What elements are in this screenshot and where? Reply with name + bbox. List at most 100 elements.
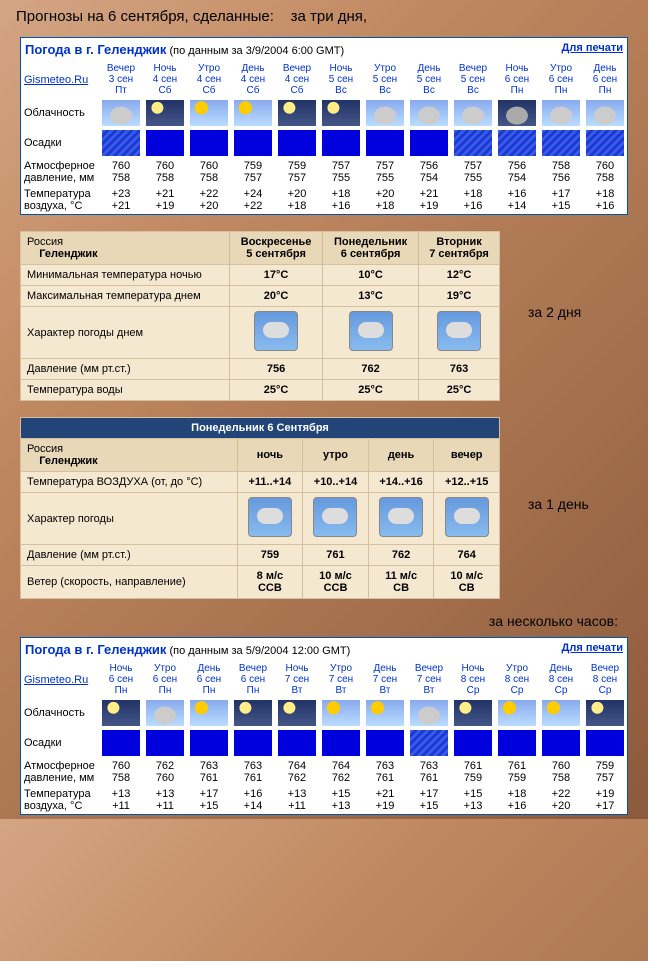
precip-icon	[190, 130, 228, 156]
cloud-icon	[366, 100, 404, 126]
print-link[interactable]: Для печати	[562, 42, 623, 54]
temp-cell: +20+18	[275, 186, 319, 215]
pressure-cell: 759757	[583, 758, 628, 786]
cloud-icon	[190, 100, 228, 126]
gm2-cloud-row: Облачность	[21, 698, 628, 728]
f2-col1: Понедельник6 сентября	[323, 232, 419, 265]
gm2-pressure-row: Атмосферное давление, мм7607587627607637…	[21, 758, 628, 786]
weather-icon	[313, 497, 357, 537]
precip-icon	[322, 130, 360, 156]
col-head: Ночь6 сенПн	[495, 61, 539, 98]
cloud-icon	[410, 700, 448, 726]
temp-cell: +24+22	[231, 186, 275, 215]
cloud-icon	[586, 700, 624, 726]
cloud-icon	[366, 700, 404, 726]
gm2-temp-row: Температура воздуха, °С+13+11+13+11+17+1…	[21, 786, 628, 815]
page-header: Прогнозы на 6 сентября, сделанные: за тр…	[0, 0, 648, 33]
precip-icon	[146, 130, 184, 156]
precip-icon	[278, 730, 316, 756]
temp-cell: +13+11	[275, 786, 319, 815]
header-suffix: за три дня,	[291, 8, 367, 25]
gm1-pressure-row: Атмосферное давление, мм7607587607587607…	[21, 158, 628, 186]
gm2-precip-row: Осадки	[21, 728, 628, 758]
temp-cell: +18+16	[451, 186, 495, 215]
pressure-cell: 759757	[231, 158, 275, 186]
pressure-cell: 763761	[407, 758, 451, 786]
col-head: Вечер8 сенСр	[583, 661, 628, 698]
col-head: Вечер4 сенСб	[275, 61, 319, 98]
f2-loc: Россия Геленджик	[21, 232, 230, 265]
pressure-cell: 761759	[451, 758, 495, 786]
temp-cell: +22+20	[187, 186, 231, 215]
gm1-cloud-row: Облачность	[21, 98, 628, 128]
pressure-cell: 759757	[275, 158, 319, 186]
col-head: День4 сенСб	[231, 61, 275, 98]
temp-cell: +13+11	[99, 786, 143, 815]
col-head: Утро7 сенВт	[319, 661, 363, 698]
forecast3-table: Понедельник 6 Сентября Россия Геленджик …	[20, 417, 500, 599]
precip-icon	[366, 730, 404, 756]
print-link[interactable]: Для печати	[562, 642, 623, 654]
precip-icon	[234, 730, 272, 756]
col-head: Утро6 сенПн	[143, 661, 187, 698]
precip-icon	[366, 130, 404, 156]
f3-loc: Россия Геленджик	[21, 439, 238, 472]
cloud-icon	[278, 100, 316, 126]
precip-icon	[410, 130, 448, 156]
col-head: День5 сенВс	[407, 61, 451, 98]
temp-cell: +15+13	[451, 786, 495, 815]
cloud-icon	[278, 700, 316, 726]
col-head: Вечер6 сенПн	[231, 661, 275, 698]
header-text: Прогнозы на 6 сентября, сделанные:	[16, 8, 274, 25]
col-head: Ночь7 сенВт	[275, 661, 319, 698]
f2-col2: Вторник7 сентября	[419, 232, 500, 265]
pressure-cell: 763761	[231, 758, 275, 786]
weather-icon	[254, 311, 298, 351]
temp-cell: +16+14	[495, 186, 539, 215]
col-head: Ночь6 сенПн	[99, 661, 143, 698]
pressure-cell: 757755	[451, 158, 495, 186]
precip-icon	[586, 130, 624, 156]
col-head: Ночь8 сенСр	[451, 661, 495, 698]
label-2days: за 2 дня	[520, 304, 581, 320]
cloud-icon	[146, 100, 184, 126]
pressure-cell: 760758	[539, 758, 583, 786]
cloud-icon	[542, 100, 580, 126]
cloud-icon	[454, 100, 492, 126]
cloud-icon	[454, 700, 492, 726]
cloud-icon	[498, 700, 536, 726]
precip-icon	[498, 130, 536, 156]
label-few-hours: за несколько часов:	[0, 603, 648, 633]
precip-icon	[322, 730, 360, 756]
temp-cell: +19+17	[583, 786, 628, 815]
col-head: День7 сенВт	[363, 661, 407, 698]
gm2-subtitle: (по данным за 5/9/2004 12:00 GMT)	[169, 645, 350, 657]
col-head: Утро6 сенПн	[539, 61, 583, 98]
col-head: Ночь4 сенСб	[143, 61, 187, 98]
pressure-cell: 761759	[495, 758, 539, 786]
precip-icon	[410, 730, 448, 756]
gm1-temp-row: Температура воздуха, °С+23+21+21+19+22+2…	[21, 186, 628, 215]
cloud-icon	[410, 100, 448, 126]
precip-icon	[146, 730, 184, 756]
col-head: Утро4 сенСб	[187, 61, 231, 98]
gm1-subtitle: (по данным за 3/9/2004 6:00 GMT)	[169, 45, 344, 57]
pressure-cell: 757755	[363, 158, 407, 186]
pressure-cell: 757755	[319, 158, 363, 186]
precip-icon	[278, 130, 316, 156]
temp-cell: +17+15	[539, 186, 583, 215]
gismeteo-link[interactable]: Gismeteo.Ru	[24, 674, 88, 686]
precip-icon	[542, 130, 580, 156]
precip-icon	[234, 130, 272, 156]
cloud-icon	[234, 700, 272, 726]
cloud-icon	[102, 100, 140, 126]
gismeteo-link[interactable]: Gismeteo.Ru	[24, 74, 88, 86]
precip-icon	[102, 730, 140, 756]
col-head: День8 сенСр	[539, 661, 583, 698]
pressure-cell: 760758	[583, 158, 628, 186]
forecast2-table: Россия Геленджик Воскресенье5 сентября П…	[20, 231, 500, 401]
temp-cell: +20+18	[363, 186, 407, 215]
cloud-icon	[322, 700, 360, 726]
cloud-icon	[498, 100, 536, 126]
col-head: Утро8 сенСр	[495, 661, 539, 698]
